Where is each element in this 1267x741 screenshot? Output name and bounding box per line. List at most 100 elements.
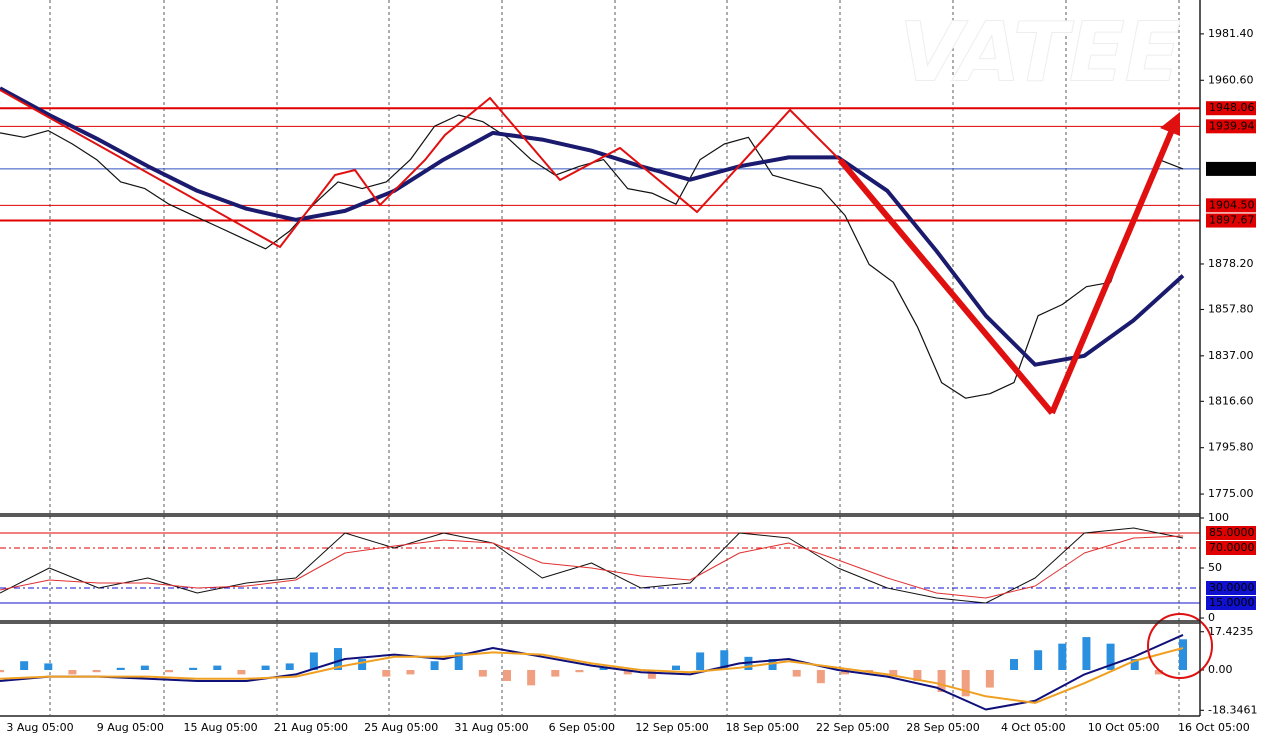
level-box — [1206, 581, 1256, 595]
level-box — [1206, 119, 1256, 134]
histogram-bar — [261, 665, 270, 670]
histogram-bar — [889, 670, 898, 677]
histogram-bar — [189, 667, 198, 670]
y-tick-label: 0 — [1208, 611, 1215, 624]
histogram-bar — [68, 670, 77, 675]
y-tick-label: 1775.00 — [1208, 487, 1254, 500]
histogram-bar — [1179, 639, 1187, 670]
histogram-bar — [1154, 670, 1163, 675]
level-label: 70.0000 — [1209, 541, 1255, 554]
histogram-bar — [334, 648, 342, 670]
histogram-bar — [961, 670, 970, 697]
y-tick-label: 1795.80 — [1208, 441, 1254, 454]
histogram-bar — [430, 661, 439, 670]
level-label: 30.0000 — [1209, 581, 1255, 594]
y-tick-label: 1960.60 — [1208, 73, 1254, 86]
series-line — [0, 527, 1184, 604]
histogram-bar — [165, 670, 173, 673]
level-box — [1206, 596, 1256, 610]
plots: 1981.40 1960.60 1878.20 1857.80 1837.00 1816.… — [0, 27, 1257, 734]
histogram-bar — [792, 670, 801, 677]
x-tick-label: 21 Aug 05:00 — [274, 721, 348, 734]
histogram-bar — [696, 652, 705, 670]
level-box — [1206, 541, 1256, 555]
histogram-bar — [575, 670, 584, 673]
level-label: 1939.94 — [1209, 119, 1255, 132]
x-tick-label: 3 Aug 05:00 — [6, 721, 73, 734]
y-tick-label: 0.00 — [1208, 663, 1233, 676]
level-label: 1904.50 — [1209, 198, 1255, 211]
x-tick-label: 9 Aug 05:00 — [97, 721, 164, 734]
x-tick-label: 6 Sep 05:00 — [549, 721, 615, 734]
series-line — [0, 535, 1184, 599]
histogram-bar — [623, 670, 632, 675]
histogram-bar — [841, 670, 849, 675]
y-tick-label: 1837.00 — [1208, 349, 1254, 362]
series-line — [0, 647, 1184, 704]
y-tick-label: 1816.60 — [1208, 394, 1254, 407]
histogram-bar — [0, 670, 4, 673]
level-label: 15.0000 — [1209, 596, 1255, 609]
histogram-bar — [454, 652, 463, 670]
x-tick-label: 18 Sep 05:00 — [726, 721, 799, 734]
level-box — [1206, 526, 1256, 540]
histogram-bar — [913, 670, 922, 681]
histogram-bar — [478, 670, 487, 677]
level-box — [1206, 161, 1256, 176]
panel-borders — [0, 0, 1201, 717]
histogram-bar — [237, 670, 246, 675]
x-tick-label: 31 Aug 05:00 — [454, 721, 528, 734]
series-line — [0, 86, 1185, 367]
level-label: 1948.06 — [1209, 101, 1255, 114]
level-box — [1206, 198, 1256, 213]
y-tick-label: -18.3461 — [1208, 703, 1257, 716]
histogram-bar — [382, 670, 391, 677]
level-box — [1206, 101, 1256, 116]
y-tick-label: 100 — [1208, 511, 1229, 524]
level-label: 1920.84 — [1209, 162, 1255, 175]
x-tick-label: 28 Sep 05:00 — [906, 721, 979, 734]
histogram-bar — [985, 670, 994, 688]
x-tick-label: 4 Oct 05:00 — [1001, 721, 1066, 734]
histogram-bar — [647, 670, 656, 679]
histogram-bar — [551, 670, 560, 677]
histogram-bar — [1130, 659, 1139, 670]
level-label: 85.0000 — [1209, 526, 1255, 539]
y-tick-label: 1981.40 — [1208, 27, 1254, 40]
histogram-bar — [140, 665, 149, 670]
histogram-bar — [720, 650, 729, 670]
series-line — [0, 633, 1184, 711]
x-tick-label: 16 Oct 05:00 — [1178, 721, 1250, 734]
histogram-bar — [406, 670, 415, 675]
x-tick-label: 15 Aug 05:00 — [184, 721, 258, 734]
annotations — [0, 89, 1213, 679]
histogram-bar — [116, 667, 125, 670]
histogram-bar — [285, 663, 294, 670]
histogram-bar — [937, 670, 946, 692]
histogram-bar — [527, 670, 536, 686]
x-tick-label: 10 Oct 05:00 — [1088, 721, 1160, 734]
histogram-bar — [309, 652, 318, 670]
watermark: VATEE — [899, 5, 1180, 100]
y-tick-label: 17.4235 — [1208, 625, 1254, 638]
histogram-bar — [20, 661, 29, 670]
histogram-bar — [672, 665, 680, 670]
histogram-bar — [44, 663, 53, 670]
vertical-grid — [49, 0, 1180, 715]
x-tick-label: 12 Sep 05:00 — [635, 721, 708, 734]
histogram-bar — [1106, 643, 1115, 670]
level-box — [1206, 213, 1256, 228]
histogram-bar — [358, 659, 367, 670]
histogram-bar — [1010, 659, 1018, 670]
histogram-bar — [768, 659, 777, 670]
histogram-bar — [1058, 643, 1067, 670]
histogram-bar — [1034, 650, 1043, 670]
y-tick-label: 1857.80 — [1208, 302, 1254, 315]
level-label: 1897.67 — [1209, 214, 1255, 227]
histogram-bar — [213, 665, 222, 670]
histogram-bar — [1082, 637, 1091, 670]
histogram-bar — [92, 670, 101, 673]
